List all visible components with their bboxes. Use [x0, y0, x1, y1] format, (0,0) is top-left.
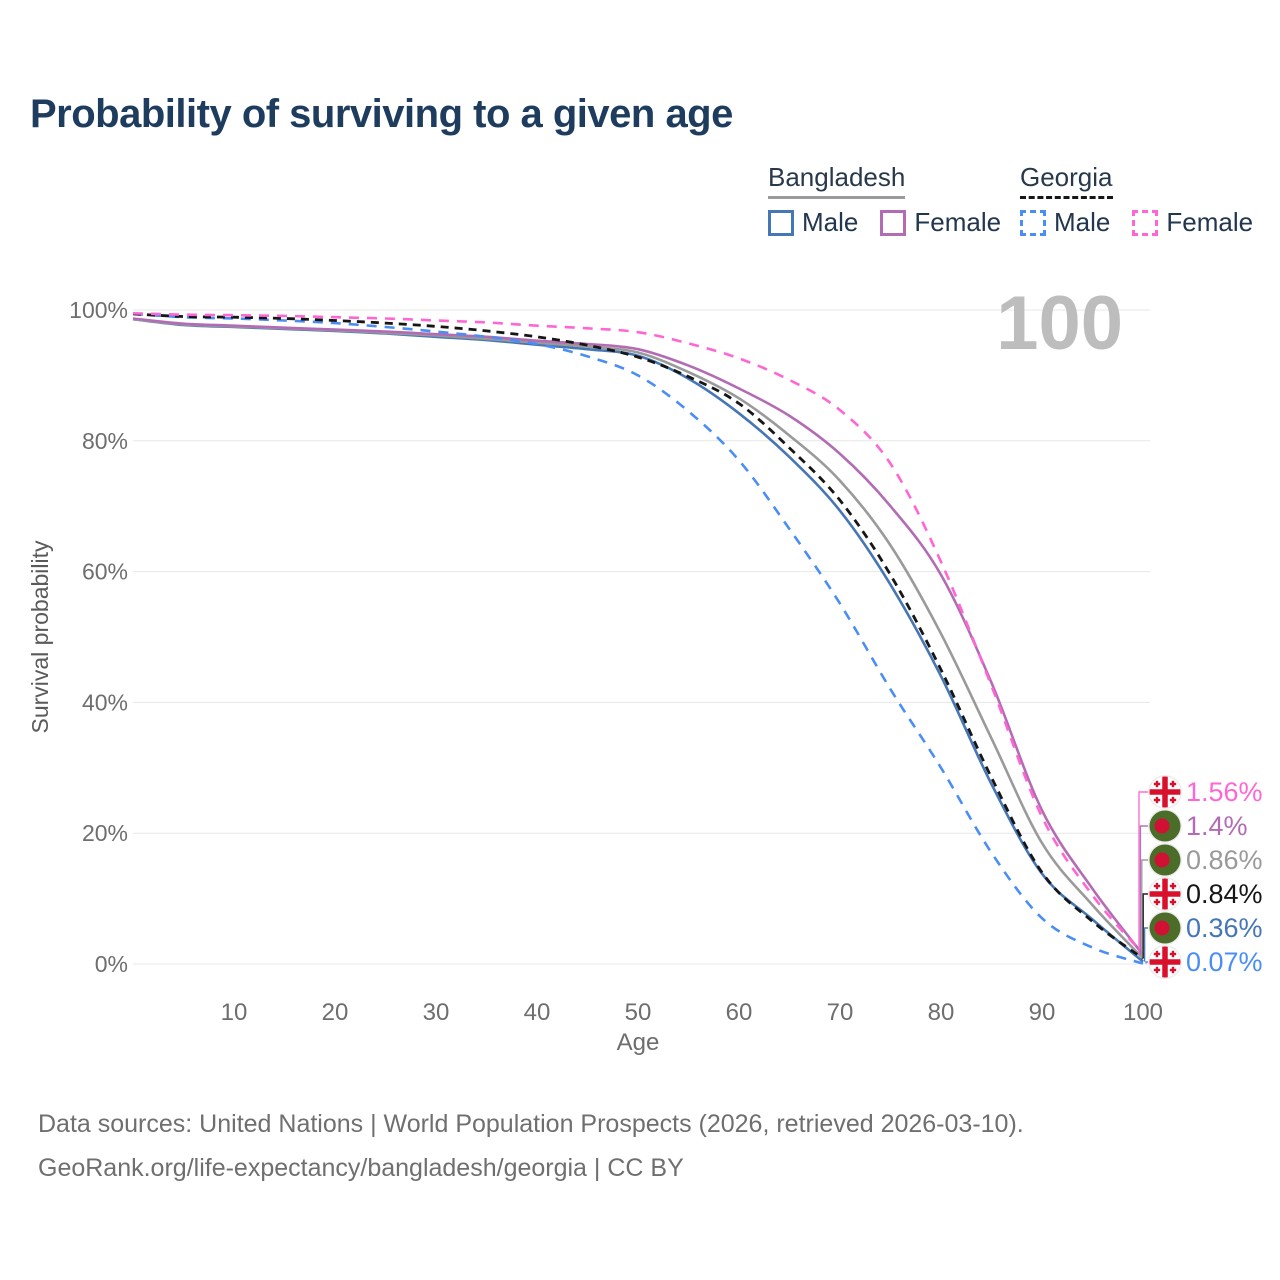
end-label-bd-male: 0.36%	[1148, 911, 1263, 945]
end-label-ge-total: 0.84%	[1148, 877, 1263, 911]
footer-data-sources: Data sources: United Nations | World Pop…	[38, 1110, 1024, 1138]
legend-item-bangladesh-male[interactable]: Male	[768, 207, 858, 238]
bangladesh-female-swatch-icon	[880, 209, 907, 236]
y-tick-label: 40%	[82, 689, 128, 715]
legend-item-georgia-female[interactable]: Female	[1132, 207, 1253, 238]
legend-item-label: Female	[914, 207, 1002, 237]
series-line-ge-total	[132, 312, 1144, 960]
end-label-ge-male: 0.07%	[1148, 945, 1263, 979]
x-tick-label: 10	[221, 999, 248, 1026]
end-label-value: 1.56%	[1186, 777, 1263, 807]
bangladesh-male-swatch-icon	[768, 209, 794, 236]
end-label-value: 1.4%	[1186, 811, 1248, 841]
end-label-leader-ge-total	[1142, 893, 1148, 959]
end-label-leader-ge-male	[1145, 961, 1148, 964]
footer: Data sources: United Nations | World Pop…	[38, 1102, 1024, 1190]
y-tick-label: 20%	[82, 820, 128, 846]
end-label-ge-female: 1.56%	[1148, 775, 1263, 809]
hover-age-watermark: 100	[996, 281, 1123, 366]
x-tick-label: 30	[423, 999, 450, 1026]
x-tick-label: 90	[1029, 999, 1056, 1026]
series-line-bd-total	[132, 317, 1144, 960]
end-label-leader-bd-total	[1141, 859, 1148, 959]
end-label-bd-female: 1.4%	[1148, 809, 1248, 843]
x-tick-label: 70	[827, 999, 854, 1026]
legend-header-bangladesh[interactable]: Bangladesh	[768, 162, 906, 199]
series-line-ge-female	[132, 312, 1144, 955]
end-label-value: 0.07%	[1186, 947, 1263, 977]
y-tick-label: 80%	[82, 428, 128, 454]
y-tick-label: 0%	[95, 951, 128, 977]
legend-group-bangladesh: Bangladesh Male Female	[768, 162, 1001, 238]
legend-item-label: Male	[1054, 207, 1111, 237]
legend-item-georgia-male[interactable]: Male	[1020, 207, 1110, 238]
x-tick-label: 100	[1123, 999, 1163, 1026]
footer-attribution: GeoRank.org/life-expectancy/bangladesh/g…	[38, 1154, 684, 1182]
legend-header-georgia[interactable]: Georgia	[1020, 162, 1113, 199]
georgia-female-swatch-icon	[1132, 209, 1159, 236]
x-tick-label: 60	[726, 999, 753, 1026]
y-tick-label: 100%	[69, 297, 128, 323]
end-label-value: 0.84%	[1186, 879, 1263, 909]
end-label-leader-bd-male	[1143, 927, 1148, 962]
end-label-bd-total: 0.86%	[1148, 843, 1263, 877]
y-axis-title: Survival probability	[27, 540, 53, 734]
end-label-value: 0.36%	[1186, 913, 1263, 943]
x-tick-label: 50	[625, 999, 652, 1026]
legend-item-bangladesh-female[interactable]: Female	[880, 207, 1001, 238]
end-label-leader-bd-female	[1139, 825, 1148, 955]
legend-item-label: Female	[1166, 207, 1254, 237]
end-label-value: 0.86%	[1186, 845, 1263, 875]
series-line-bd-female	[132, 317, 1145, 956]
legend-item-label: Male	[802, 207, 859, 237]
x-axis-title: Age	[617, 1029, 660, 1056]
end-label-leader-ge-female	[1138, 791, 1148, 954]
x-tick-label: 40	[524, 999, 551, 1026]
legend-group-georgia: Georgia Male Female	[1020, 162, 1253, 238]
page-title: Probability of surviving to a given age	[30, 92, 733, 136]
x-tick-label: 80	[928, 999, 955, 1026]
y-tick-label: 60%	[82, 559, 128, 585]
series-line-bd-male	[132, 317, 1144, 963]
georgia-male-swatch-icon	[1020, 209, 1046, 236]
x-tick-label: 20	[322, 999, 349, 1026]
series-line-ge-male	[132, 312, 1144, 965]
